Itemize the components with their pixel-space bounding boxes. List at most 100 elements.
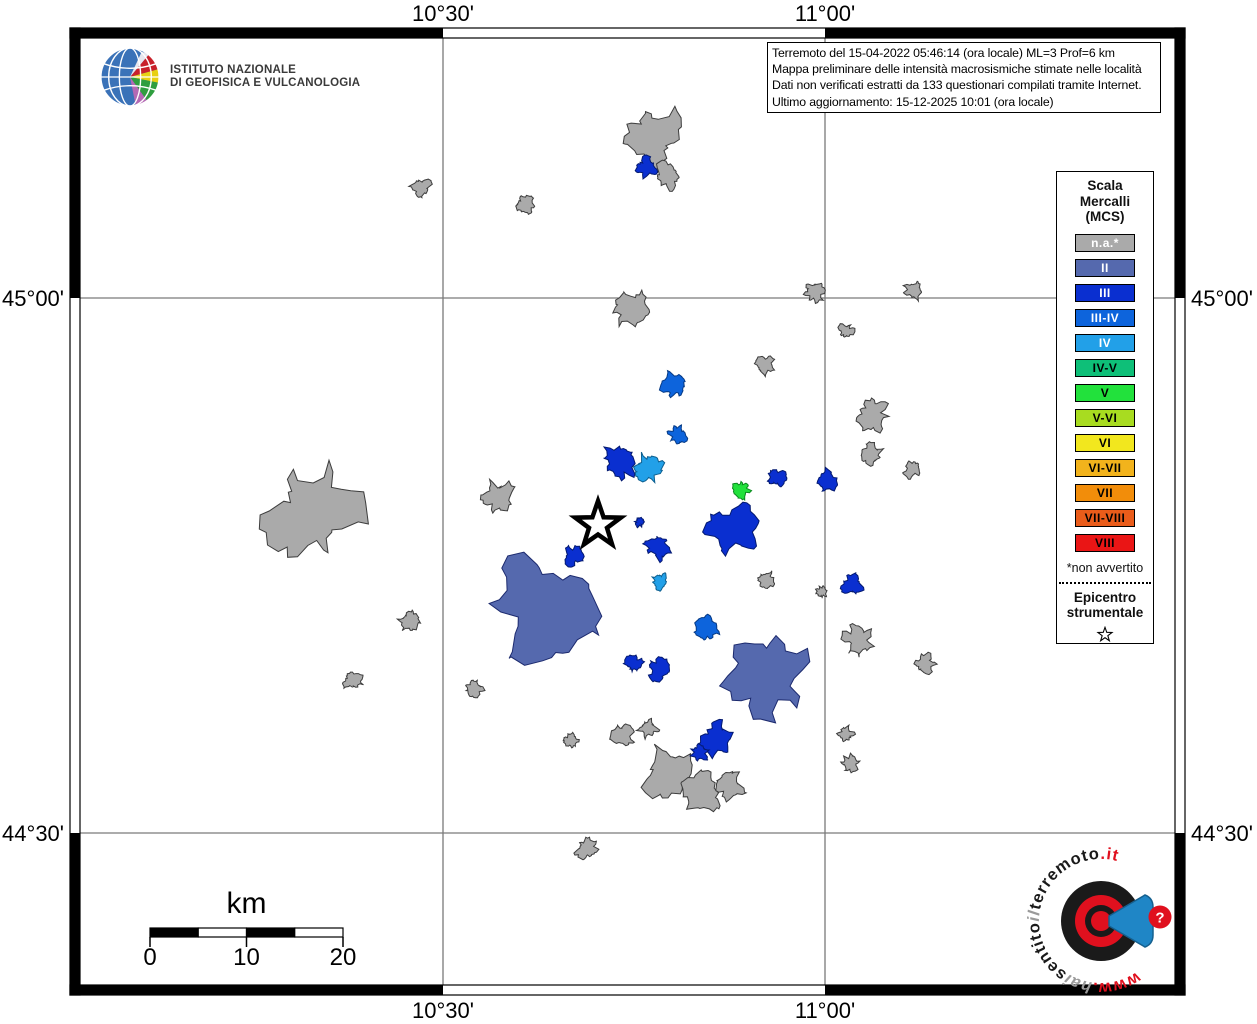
legend-swatch-ii: II <box>1075 258 1135 277</box>
ingv-name-line2: DI GEOFISICA E VULCANOLOGIA <box>170 77 361 89</box>
scale-bar-unit: km <box>227 887 267 920</box>
epicenter-star-icon <box>1096 625 1114 642</box>
legend-footnote: *non avvertito <box>1066 560 1144 575</box>
legend-swatch-iv-v: IV-V <box>1075 358 1135 377</box>
locality-polygon-na <box>640 743 693 800</box>
legend-swatch-vii: VII <box>1075 483 1135 502</box>
lat-label-left: 45°00' <box>2 286 64 311</box>
locality-polygon-na <box>341 671 364 690</box>
locality-polygon-III <box>647 656 671 683</box>
locality-polygon-II <box>718 634 811 724</box>
locality-polygon-na <box>562 731 580 749</box>
lat-label-right: 45°00' <box>1191 286 1253 311</box>
scale-bar-tick-label: 0 <box>143 944 156 971</box>
ingv-globe-icon <box>100 47 160 107</box>
legend-epicenter-label: Epicentro strumentale <box>1066 589 1144 621</box>
lon-label-top: 10°30' <box>412 1 474 26</box>
legend-divider <box>1059 581 1151 584</box>
locality-polygon-na <box>837 323 856 338</box>
locality-polygon-na <box>753 355 776 379</box>
locality-polygon-III <box>633 516 646 529</box>
locality-polygon-na <box>901 280 922 303</box>
locality-polygon-na <box>479 477 516 515</box>
locality-polygon-na <box>860 441 885 467</box>
map-frame <box>69 27 1186 996</box>
locality-polygon-III-IV <box>693 613 721 641</box>
legend-swatch-iv: IV <box>1075 333 1135 352</box>
logo-question-badge <box>1148 905 1172 929</box>
lon-label-bottom: 10°30' <box>412 998 474 1023</box>
locality-polygon-III <box>564 544 585 568</box>
locality-polygon-na <box>655 159 680 192</box>
locality-polygon-III <box>839 571 865 595</box>
locality-polygon-na <box>464 679 486 699</box>
ingv-name-line1: ISTITUTO NAZIONALE <box>170 64 297 76</box>
locality-polygon-IV <box>650 572 668 592</box>
legend-items: n.a.* II III III-IV IV IV-V V V-VI VI VI-VII VII VI… <box>1075 233 1135 552</box>
locality-polygon-na <box>802 282 826 305</box>
scale-bar: km 0 10 20 <box>143 887 356 971</box>
locality-polygon-na <box>407 178 433 199</box>
locality-polygon-III <box>634 154 659 180</box>
legend-swatch-vi: VI <box>1075 433 1135 452</box>
locality-polygon-III <box>766 469 788 488</box>
lon-label-top: 11°00' <box>795 1 855 26</box>
lat-label-right: 44°30' <box>1191 821 1253 846</box>
locality-polygon-III-IV <box>666 424 689 445</box>
haisentitoilterremoto-logo: ? www.haisentitoilterremoto.it <box>1025 845 1172 997</box>
legend-title: Scala Mercalli (MCS) <box>1079 178 1131 224</box>
locality-polygon-na <box>855 397 891 434</box>
locality-polygon-na <box>515 194 536 215</box>
legend-swatch-v-vi: V-VI <box>1075 408 1135 427</box>
locality-polygon-na <box>840 623 876 658</box>
legend-swatch-iii: III <box>1075 283 1135 302</box>
legend-swatch-vi-vii: VI-VII <box>1075 458 1135 477</box>
locality-polygon-IV <box>632 451 666 485</box>
locality-polygon-III <box>641 535 673 564</box>
locality-polygon-na <box>573 836 600 861</box>
legend-swatch-n-a-: n.a.* <box>1075 233 1135 252</box>
locality-polygon-II <box>488 551 603 666</box>
locality-polygon-III <box>602 445 636 482</box>
locality-polygon-na <box>622 105 682 174</box>
locality-polygon-na <box>634 717 661 741</box>
locality-polygon-na <box>680 769 721 813</box>
locality-polygon-III <box>816 466 839 492</box>
info-line-updated: Ultimo aggiornamento: 15-12-2025 10:01 (… <box>772 94 1054 109</box>
gridlines <box>80 38 1175 985</box>
locality-polygon-na <box>715 770 748 803</box>
locality-polygon-na <box>902 460 921 480</box>
scale-bar-tick-label: 10 <box>233 944 260 971</box>
earthquake-info-box: Terremoto del 15-04-2022 05:46:14 (ora l… <box>767 42 1161 113</box>
lat-label-left: 44°30' <box>2 821 64 846</box>
lon-label-bottom: 11°00' <box>795 998 855 1023</box>
locality-polygon-na <box>611 288 651 329</box>
scale-bar-tick-label: 20 <box>330 944 357 971</box>
locality-polygon-na <box>609 723 636 747</box>
locality-polygon-na <box>913 651 939 676</box>
locality-polygon-na <box>258 458 369 558</box>
legend-swatch-iii-iv: III-IV <box>1075 308 1135 327</box>
locality-polygon-na <box>839 752 862 774</box>
legend-swatch-vii-viii: VII-VIII <box>1075 508 1135 527</box>
locality-polygon-III <box>702 501 760 558</box>
locality-polygon-na <box>835 723 857 743</box>
mercalli-legend: Scala Mercalli (MCS) n.a.* II III III-IV IV I… <box>1056 171 1154 644</box>
legend-swatch-viii: VIII <box>1075 533 1135 552</box>
ingv-logo-block: ISTITUTO NAZIONALE DI GEOFISICA E VULCAN… <box>99 46 360 108</box>
locality-polygon-V <box>731 480 753 502</box>
logo-question-mark: ? <box>1155 910 1164 927</box>
info-line-mapdesc: Mappa preliminare delle intensità macros… <box>772 62 1142 77</box>
locality-polygon-na <box>757 570 776 590</box>
locality-polygon-na <box>814 584 828 599</box>
logo-megaphone-icon <box>1108 894 1154 948</box>
locality-polygon-III <box>688 742 711 762</box>
logo-bullseye-center <box>1091 911 1111 931</box>
locality-polygon-III <box>698 718 734 760</box>
info-line-data: Dati non verificati estratti da 133 ques… <box>772 78 1142 93</box>
locality-polygon-III <box>622 654 646 674</box>
info-line-event: Terremoto del 15-04-2022 05:46:14 (ora l… <box>772 46 1115 60</box>
